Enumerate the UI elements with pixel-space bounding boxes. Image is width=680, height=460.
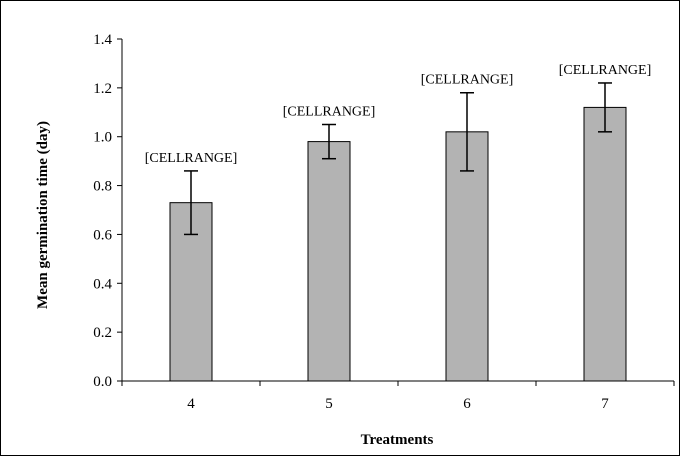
data-label-6: [CELLRANGE] xyxy=(421,73,514,88)
bar-5 xyxy=(307,141,351,382)
x-tick-label: 5 xyxy=(325,396,333,412)
error-bars-layer xyxy=(184,82,612,236)
x-tick-label: 6 xyxy=(463,396,471,412)
y-tick-label: 1.2 xyxy=(93,81,112,97)
y-tick-label: 1.4 xyxy=(93,32,112,48)
y-axis-title: Mean germination time (day) xyxy=(35,121,51,309)
y-tick-label: 0.2 xyxy=(93,325,112,341)
y-tick-label: 0.4 xyxy=(93,276,112,292)
bars-layer xyxy=(169,106,627,382)
x-tick-label: 7 xyxy=(601,396,609,412)
data-label-5: [CELLRANGE] xyxy=(283,105,376,120)
y-tick-label: 1.0 xyxy=(93,130,112,146)
bar-6 xyxy=(445,131,489,382)
data-label-7: [CELLRANGE] xyxy=(559,63,652,78)
x-tick-label: 4 xyxy=(187,396,195,412)
axes-layer: 0.0 0.2 0.4 0.6 0.8 1.0 1.2 1.4 4 5 6 7 xyxy=(93,32,675,412)
x-axis-title: Treatments xyxy=(361,432,434,448)
y-tick-label: 0.8 xyxy=(93,179,112,195)
y-tick-label: 0.0 xyxy=(93,374,112,390)
y-tick-label: 0.6 xyxy=(93,227,112,243)
data-label-4: [CELLRANGE] xyxy=(145,151,238,166)
bar-7 xyxy=(583,106,627,382)
data-labels-layer: [CELLRANGE] [CELLRANGE] [CELLRANGE] [CELLRA… xyxy=(145,63,652,166)
